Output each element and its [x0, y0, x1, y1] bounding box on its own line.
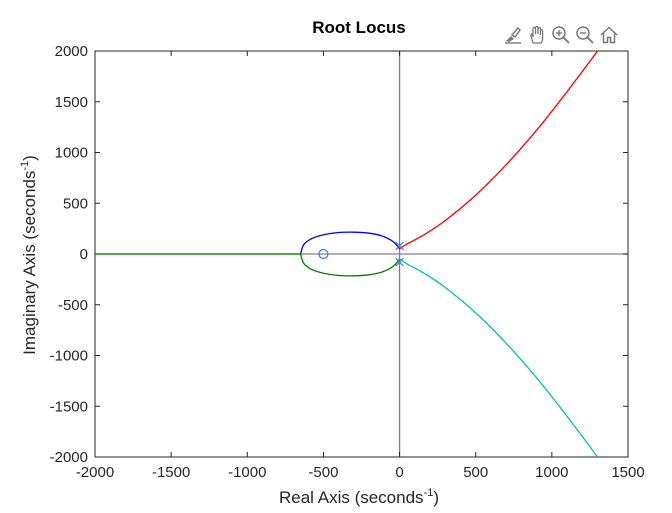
y-tick-label: 1500: [55, 94, 88, 111]
y-tick-label: -500: [58, 297, 88, 314]
locus-branch-4: [399, 51, 599, 250]
locus-branch-2: [299, 253, 401, 277]
x-tick-label: 0: [395, 464, 403, 481]
y-tick-label: 0: [80, 246, 88, 263]
home-icon[interactable]: [598, 24, 620, 46]
x-tick-label: -2000: [76, 464, 114, 481]
x-tick-label: -1000: [228, 464, 266, 481]
x-tick-label: -1500: [152, 464, 190, 481]
locus-branch-1: [299, 231, 401, 255]
x-tick-label: 500: [463, 464, 488, 481]
y-tick-label: -1000: [50, 348, 88, 365]
x-tick-label: -500: [308, 464, 338, 481]
pole-marker: [395, 241, 404, 251]
y-tick-label: -1500: [50, 398, 88, 415]
axes-toolbar: [502, 24, 620, 46]
zero-marker: [318, 248, 329, 260]
y-tick-label: 500: [63, 195, 88, 212]
zoom-in-icon[interactable]: [550, 24, 572, 46]
x-axis-label: Real Axis (seconds-1): [279, 487, 439, 507]
brush-icon[interactable]: [502, 24, 524, 46]
x-tick-label: 1000: [535, 464, 568, 481]
chart-title: Root Locus: [312, 18, 406, 37]
pan-hand-icon[interactable]: [526, 24, 548, 46]
locus-branches: [95, 51, 599, 457]
pole-marker: [395, 257, 404, 267]
y-axis-label: Imaginary Axis (seconds-1): [19, 155, 39, 355]
x-tick-label: 1500: [611, 464, 644, 481]
y-tick-label: 2000: [55, 43, 88, 60]
zoom-out-icon[interactable]: [574, 24, 596, 46]
y-tick-label: 1000: [55, 145, 88, 162]
plot-area: -2000 -1500 -1000 -500 0 500 1000 1500 -2000 -150…: [50, 43, 645, 481]
locus-branch-5: [399, 258, 599, 457]
y-tick-label: -2000: [50, 449, 88, 466]
